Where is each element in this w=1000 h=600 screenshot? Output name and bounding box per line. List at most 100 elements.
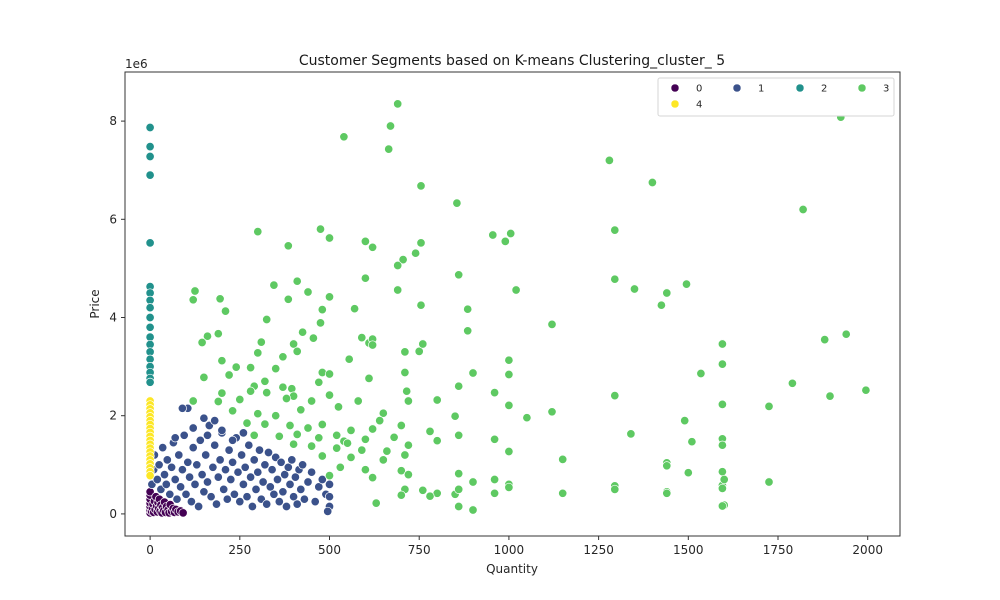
- data-point: [861, 385, 871, 395]
- data-point: [210, 440, 220, 450]
- x-axis-ticks: 0 250 500 750 1000 1250 1500 1750 2000: [146, 536, 883, 557]
- data-point: [161, 479, 171, 489]
- data-point: [717, 483, 727, 493]
- data-point: [170, 433, 180, 443]
- data-point: [368, 242, 378, 252]
- data-point: [274, 497, 284, 507]
- data-point: [403, 470, 413, 480]
- data-point: [717, 501, 727, 511]
- data-point: [289, 439, 299, 449]
- data-point: [292, 429, 302, 439]
- data-point: [511, 285, 521, 295]
- data-point: [416, 181, 426, 191]
- data-point: [324, 233, 335, 243]
- data-point: [681, 279, 692, 289]
- data-point: [454, 469, 464, 479]
- data-point: [680, 416, 690, 426]
- data-point: [292, 499, 302, 509]
- data-point: [269, 489, 279, 499]
- data-point: [378, 408, 388, 418]
- data-point: [287, 455, 297, 465]
- data-point: [504, 446, 514, 457]
- data-point: [233, 467, 243, 477]
- data-point: [787, 378, 797, 388]
- data-point: [202, 331, 213, 341]
- data-point: [145, 151, 155, 162]
- data-point: [454, 501, 464, 512]
- data-point: [317, 419, 327, 430]
- data-point: [490, 434, 500, 444]
- data-point: [240, 462, 250, 472]
- data-point: [558, 488, 568, 498]
- legend-label-0: 0: [696, 84, 702, 95]
- data-point: [228, 457, 238, 467]
- data-point: [237, 450, 247, 460]
- data-point: [199, 372, 209, 382]
- data-point: [145, 322, 155, 332]
- data-point: [235, 497, 245, 507]
- data-point: [249, 430, 259, 440]
- series-2: [145, 122, 155, 387]
- data-point: [186, 497, 196, 507]
- data-point: [213, 329, 223, 339]
- data-point: [145, 312, 155, 323]
- data-point: [418, 485, 428, 495]
- data-point: [490, 474, 500, 485]
- data-point: [400, 450, 410, 460]
- x-tick-label: 0: [146, 543, 154, 557]
- data-point: [190, 479, 200, 489]
- data-point: [416, 300, 426, 310]
- data-point: [687, 437, 697, 447]
- y-tick-label: 0: [109, 507, 117, 521]
- series-4: [145, 396, 155, 481]
- data-point: [696, 368, 706, 379]
- data-point: [425, 426, 435, 436]
- series-1: [147, 403, 335, 516]
- data-point: [360, 236, 370, 246]
- data-point: [432, 436, 442, 446]
- data-point: [145, 471, 155, 481]
- data-point: [271, 411, 281, 421]
- data-point: [314, 377, 324, 387]
- data-point: [188, 295, 198, 305]
- data-point: [159, 470, 170, 480]
- legend-frame: [657, 77, 895, 117]
- data-point: [145, 122, 155, 133]
- data-point: [360, 434, 370, 444]
- data-point: [220, 465, 231, 475]
- data-point: [285, 420, 295, 431]
- data-point: [396, 420, 406, 431]
- data-point: [346, 425, 356, 435]
- data-point: [416, 238, 426, 248]
- data-point: [357, 445, 367, 455]
- data-point: [199, 413, 209, 423]
- data-point: [283, 462, 293, 472]
- data-point: [504, 400, 514, 410]
- data-point: [145, 238, 155, 248]
- data-point: [717, 440, 727, 450]
- data-point: [254, 445, 265, 455]
- data-point: [368, 340, 378, 350]
- data-point: [152, 474, 162, 485]
- legend-marker-0: [670, 83, 680, 93]
- data-point: [825, 391, 835, 401]
- data-point: [172, 494, 182, 504]
- data-point: [425, 491, 435, 501]
- data-point: [170, 474, 180, 485]
- data-point: [217, 388, 227, 398]
- data-point: [272, 474, 283, 485]
- data-point: [276, 457, 286, 467]
- data-point: [402, 386, 412, 396]
- data-point: [299, 494, 309, 504]
- data-point: [504, 482, 514, 492]
- data-point: [384, 144, 394, 154]
- legend: 0 1 2 3 4: [657, 77, 895, 117]
- data-point: [263, 447, 274, 458]
- data-point: [468, 477, 478, 487]
- data-point: [317, 305, 327, 315]
- data-point: [414, 346, 424, 356]
- data-point: [210, 416, 220, 426]
- data-point: [656, 300, 666, 310]
- data-point: [393, 285, 403, 295]
- y-tick-label: 4: [109, 311, 117, 325]
